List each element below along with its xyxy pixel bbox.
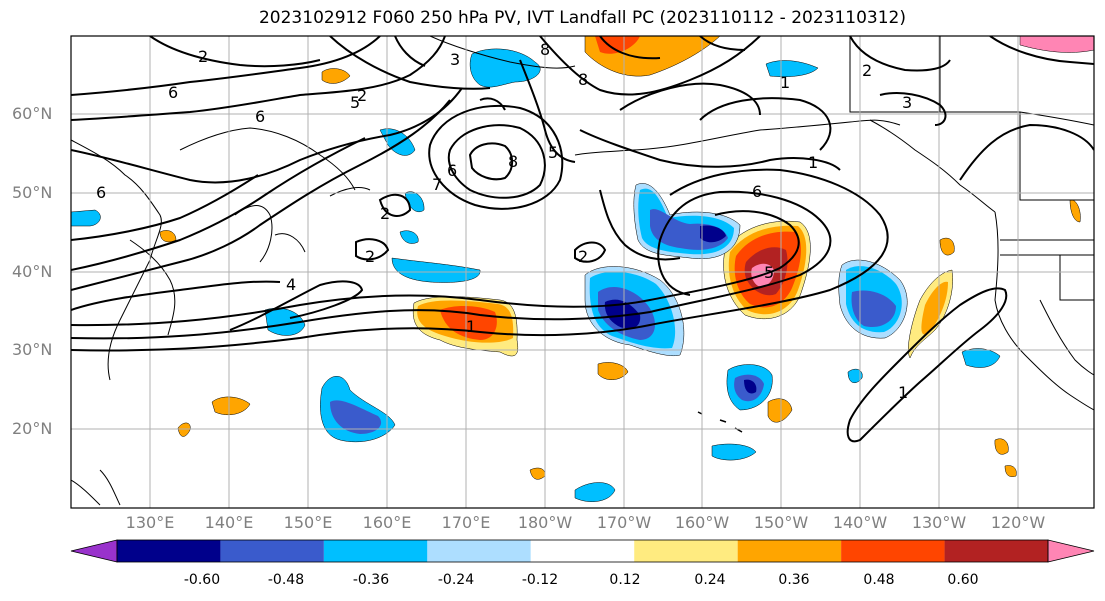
colorbar-segment [530,540,635,562]
contour-labels: 2 6 5 6 6 3 8 8 7 5 8 6 2 2 2 2 4 1 1 6 5 1 2 3 1 [96,40,912,402]
lon-label-170w: 170°W [596,513,652,532]
contour-label: 2 [365,247,375,266]
colorbar-segment [737,540,842,562]
contour-label: 8 [508,152,518,171]
colorbar-segment [944,540,1048,562]
colorbar-tick: 0.36 [778,572,810,588]
colorbar-tick: 0.12 [609,572,641,588]
map-frame [70,35,1095,509]
pv-contours [71,36,1094,443]
lon-label-180w: 180°W [517,513,573,532]
gridlines [71,36,1094,508]
colorbar-segment [634,540,738,562]
contour-label: 6 [255,107,265,126]
contour-label: 7 [432,175,442,194]
contour-label: 5 [764,263,774,282]
lat-label-20n: 20°N [12,419,53,438]
lon-label-140w: 140°W [832,513,888,532]
colorbar-segment [427,540,531,562]
map-title: 2023102912 F060 250 hPa PV, IVT Landfall… [258,8,906,28]
contour-label: 5 [548,143,558,162]
contour-label: 1 [808,153,818,172]
colorbar-extend-min [70,539,118,563]
contour-label: 2 [578,247,588,266]
lat-label-50n: 50°N [12,183,53,202]
coastlines [71,36,1094,506]
contour-label: 2 [357,86,367,105]
lon-label-130e: 130°E [125,513,175,532]
lat-label-30n: 30°N [12,340,53,359]
lon-label-120w: 120°W [990,513,1046,532]
contour-label: 3 [902,93,912,112]
colorbar-tick: 0.48 [863,572,895,588]
lon-label-170e: 170°E [441,513,491,532]
colorbar-tick: 0.24 [694,572,726,588]
lon-label-150e: 150°E [283,513,333,532]
contour-label: 6 [168,83,178,102]
contour-label: 1 [898,383,908,402]
contour-label: 8 [540,40,550,59]
colorbar-tick: 0.60 [947,572,979,588]
contour-label: 4 [286,275,296,294]
colorbar-segment [323,540,428,562]
colorbar-tick: -0.24 [437,572,475,588]
lon-label-140e: 140°E [204,513,254,532]
contour-label: 6 [752,182,762,201]
contour-label: 8 [578,70,588,89]
contour-label: 2 [862,61,872,80]
lon-label-150w: 150°W [753,513,809,532]
contour-label: 6 [96,183,106,202]
colorbar-frame [116,539,1049,563]
colorbar-tick: -0.12 [521,572,559,588]
lat-label-40n: 40°N [12,262,53,281]
contour-label: 1 [466,317,476,336]
lon-label-130w: 130°W [911,513,967,532]
contour-label: 2 [380,204,390,223]
colorbar-segment [220,540,324,562]
colorbar [70,539,1095,563]
colorbar-tick: -0.36 [352,572,390,588]
colorbar-tick: -0.60 [183,572,221,588]
contour-label: 5 [350,93,360,112]
colorbar-extend-max [1047,539,1095,563]
colorbar-tick: -0.48 [267,572,305,588]
contour-label: 1 [780,73,790,92]
lat-label-60n: 60°N [12,104,53,123]
lon-label-160e: 160°E [362,513,412,532]
contour-label: 3 [450,50,460,69]
lon-label-160w: 160°W [674,513,730,532]
colorbar-segment [117,540,221,562]
colorbar-segment [841,540,945,562]
contour-label: 2 [198,47,208,66]
contour-label: 6 [447,161,457,180]
